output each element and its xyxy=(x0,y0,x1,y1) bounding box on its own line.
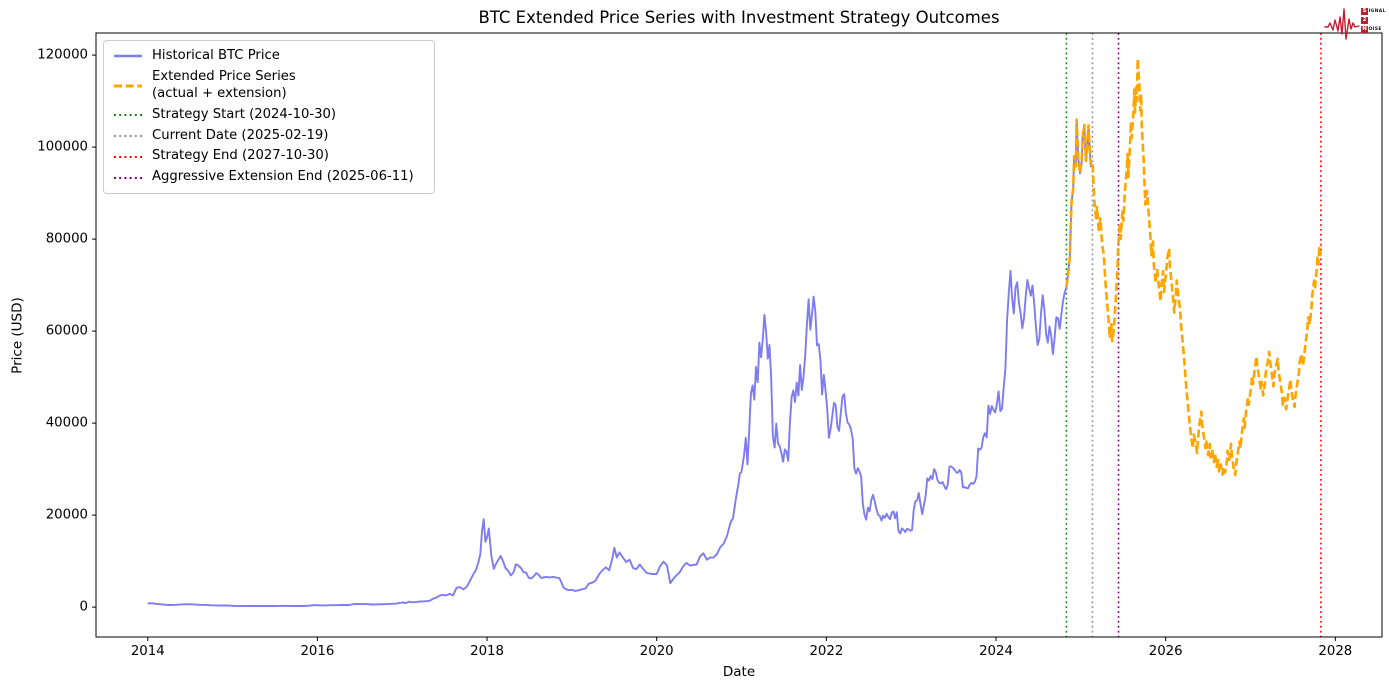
legend-line-sample xyxy=(114,84,142,88)
y-tick-label: 40000 xyxy=(45,415,88,431)
x-tick-label: 2020 xyxy=(639,644,674,659)
x-tick-label: 2016 xyxy=(300,644,335,659)
ecg-waveform-icon xyxy=(1324,8,1360,40)
logo-word: 2 xyxy=(1361,17,1386,24)
y-tick-label: 80000 xyxy=(45,231,88,247)
logo-letter-box: 2 xyxy=(1361,17,1368,24)
legend-item: Strategy End (2027-10-30) xyxy=(113,148,425,165)
extended-series-line xyxy=(1065,57,1323,477)
x-tick-label: 2024 xyxy=(979,644,1013,659)
y-tick-label: 120000 xyxy=(37,47,88,63)
logo-letter-box: S xyxy=(1361,8,1368,15)
signal2noise-logo: S IGNAL 2 N OISE xyxy=(1324,5,1388,45)
y-tick-label: 0 xyxy=(79,599,88,615)
legend-line-sample xyxy=(114,55,142,58)
legend-item: Aggressive Extension End (2025-06-11) xyxy=(113,169,425,186)
legend-item: Current Date (2025-02-19) xyxy=(113,128,425,145)
logo-text: S IGNAL 2 N OISE xyxy=(1361,8,1386,33)
x-tick-label: 2022 xyxy=(809,644,844,659)
logo-word: N OISE xyxy=(1361,26,1386,33)
y-tick-label: 100000 xyxy=(37,139,88,155)
historical-series-line xyxy=(147,118,1094,608)
legend-line-sample xyxy=(114,176,142,179)
legend-label: Current Date (2025-02-19) xyxy=(152,127,329,143)
y-tick-label: 60000 xyxy=(45,323,88,339)
legend: Historical BTC Price Extended Price Serie… xyxy=(103,40,435,195)
logo-word: S IGNAL xyxy=(1361,8,1386,15)
x-axis-label: Date xyxy=(722,664,756,680)
legend-item: Extended Price Series (actual + extensio… xyxy=(113,69,425,103)
chart-title: BTC Extended Price Series with Investmen… xyxy=(478,8,1000,27)
x-tick-label: 2018 xyxy=(470,644,504,659)
legend-line-sample xyxy=(114,114,142,117)
legend-label: Historical BTC Price xyxy=(152,48,280,63)
logo-letter-box: N xyxy=(1361,26,1368,33)
y-tick-label: 20000 xyxy=(45,507,88,523)
legend-item: Historical BTC Price xyxy=(113,48,425,65)
x-tick-label: 2028 xyxy=(1318,644,1353,659)
axes-frame xyxy=(95,32,1383,638)
logo-word-rest: IGNAL xyxy=(1368,9,1386,14)
legend-line-sample xyxy=(114,155,142,158)
x-tick-label: 2026 xyxy=(1148,644,1183,659)
x-tick-label: 2014 xyxy=(130,644,165,659)
logo-word-rest: OISE xyxy=(1368,27,1382,32)
legend-label: Strategy End (2027-10-30) xyxy=(152,148,329,164)
legend-label: Extended Price Series (actual + extensio… xyxy=(152,68,296,101)
legend-line-sample xyxy=(114,135,142,137)
legend-label: Aggressive Extension End (2025-06-11) xyxy=(152,169,414,185)
legend-label: Strategy Start (2024-10-30) xyxy=(152,106,337,122)
legend-item: Strategy Start (2024-10-30) xyxy=(113,107,425,124)
